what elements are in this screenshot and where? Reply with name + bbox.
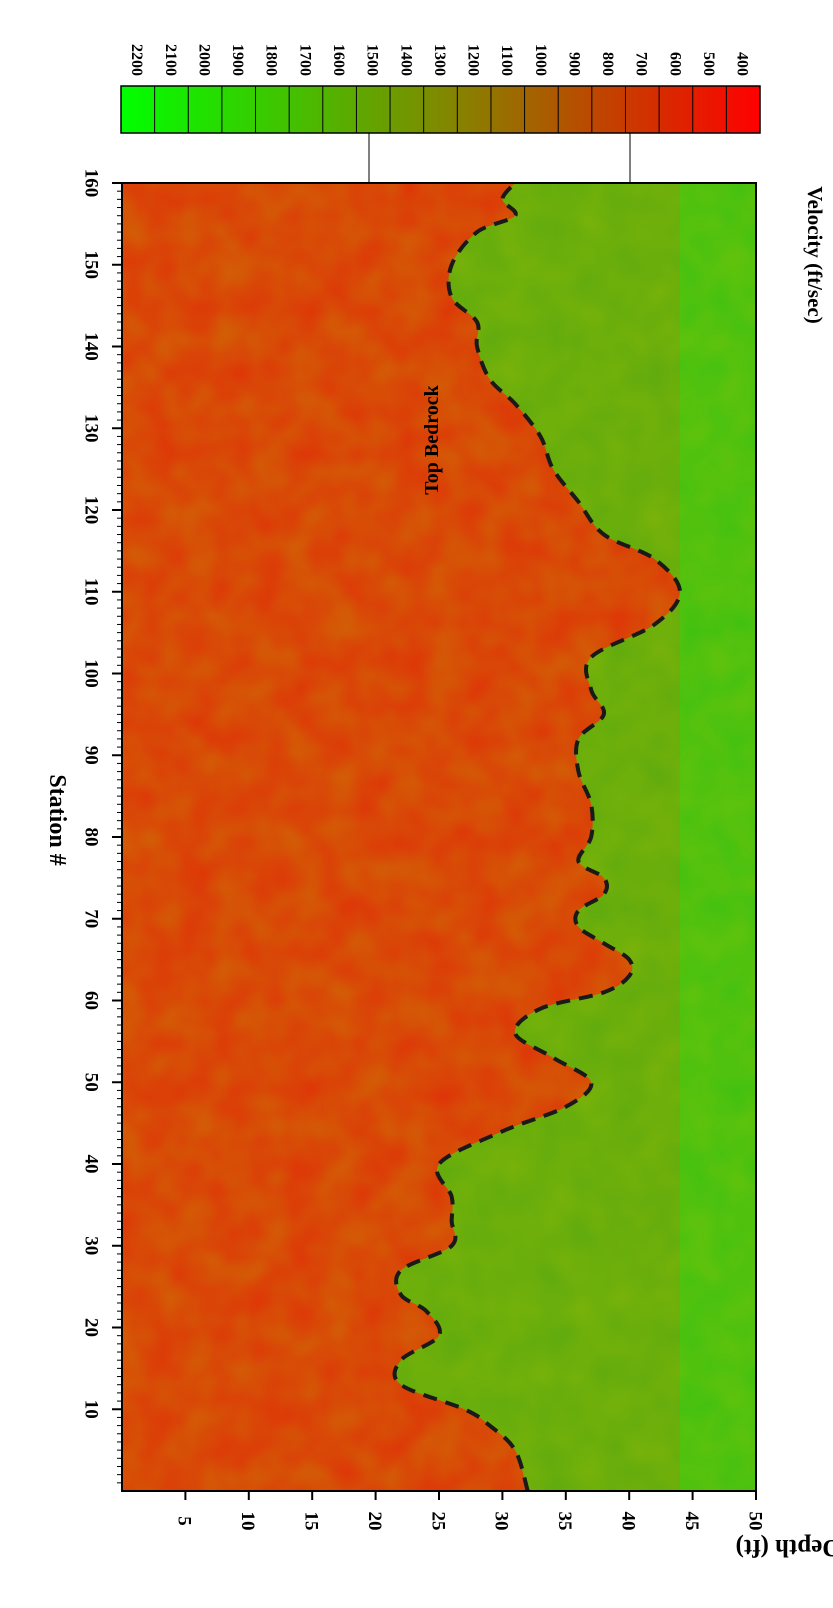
colorbar-title: Velocity (ft/sec): [803, 186, 827, 323]
station-axis: 10 20 30 40 50 60 70 80 90 100 110 120 130 140 150 160: [80, 169, 122, 1484]
y-tick-label: 15: [301, 1512, 322, 1531]
top-bedrock-line: [392, 181, 682, 1492]
colorbar-scale: [120, 85, 761, 134]
colorbar-tick-label: 500: [700, 52, 717, 76]
y-tick-label: 25: [427, 1512, 448, 1531]
x-tick-label: 120: [80, 496, 101, 525]
colorbar-tick-label: 2100: [162, 44, 179, 76]
x-tick-label: 90: [80, 746, 101, 765]
colorbar-tick-label: 2200: [128, 44, 145, 76]
colorbar-tick-label: 400: [734, 52, 751, 76]
x-tick-label: 10: [80, 1400, 101, 1419]
colorbar-tick-label: 1600: [330, 44, 347, 76]
colorbar-tick-label: 1100: [498, 45, 515, 76]
x-tick-label: 50: [80, 1073, 101, 1092]
x-tick-label: 40: [80, 1155, 101, 1174]
y-tick-label: 10: [237, 1512, 258, 1531]
y-tick-label: 35: [554, 1512, 575, 1531]
x-tick-label: 150: [80, 251, 101, 280]
colorbar-tick-label: 2000: [195, 44, 212, 76]
colorbar-tick-label: 800: [599, 52, 616, 76]
y-tick-label: 50: [744, 1512, 765, 1531]
plot-area: [121, 181, 757, 1492]
y-tick-label: 40: [618, 1512, 639, 1531]
y-tick-label: 20: [364, 1512, 385, 1531]
x-tick-label: 70: [80, 909, 101, 928]
depth-axis: 5 10 15 20 25 30 35 40 45 50: [174, 1491, 765, 1531]
colorbar-tick-label: 1700: [296, 44, 313, 76]
colorbar-tick-label: 1800: [263, 44, 280, 76]
x-tick-label: 160: [80, 169, 101, 198]
x-tick-label: 100: [80, 659, 101, 688]
colorbar-tick-label: 1900: [229, 44, 246, 76]
velocity-texture: [122, 183, 756, 1491]
x-tick-label: 30: [80, 1236, 101, 1255]
x-tick-label: 130: [80, 414, 101, 443]
colorbar-tick-label: 600: [666, 52, 683, 76]
colorbar-tick-label: 1200: [465, 44, 482, 76]
velocity-colorbar: 2200 2100 2000 1900 1800 1700 1600 1500 1400 1300…: [120, 44, 761, 183]
colorbar-tick-label: 900: [565, 52, 582, 76]
x-axis-title: Station #: [44, 774, 70, 865]
y-tick-label: 45: [681, 1512, 702, 1531]
colorbar-tick-label: 700: [633, 52, 650, 76]
y-tick-label: 30: [491, 1512, 512, 1531]
colorbar-tick-label: 1500: [364, 44, 381, 76]
x-tick-label: 80: [80, 828, 101, 847]
top-bedrock-annotation: Top Bedrock: [421, 384, 443, 494]
x-tick-label: 140: [80, 332, 101, 361]
x-tick-label: 60: [80, 991, 101, 1010]
y-axis-title: Depth (ft): [736, 1534, 833, 1561]
colorbar-tick-label: 1000: [532, 44, 549, 76]
colorbar-tick-label: 1400: [397, 44, 414, 76]
y-tick-label: 5: [174, 1516, 195, 1526]
x-tick-label: 110: [80, 578, 101, 605]
x-tick-label: 20: [80, 1318, 101, 1337]
colorbar-tick-label: 1300: [431, 44, 448, 76]
